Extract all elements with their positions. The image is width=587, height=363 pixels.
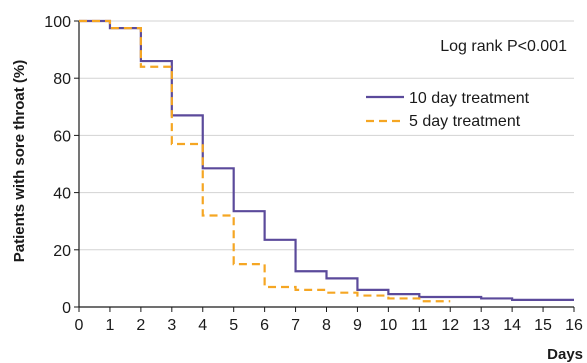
x-tick-label-10: 10 [379, 317, 397, 334]
x-tick-label-6: 6 [260, 317, 269, 334]
gridlines [79, 21, 574, 250]
x-tick-label-16: 16 [565, 317, 583, 334]
series-lines [79, 21, 574, 301]
x-tick-label-1: 1 [105, 317, 114, 334]
y-axis-title: Patients with sore throat (%) [11, 60, 28, 263]
x-tick-label-12: 12 [441, 317, 459, 334]
series-line-5-day [79, 21, 450, 301]
x-tick-label-5: 5 [229, 317, 238, 334]
legend: 10 day treatment 5 day treatment [366, 90, 530, 130]
y-tick-label-80: 80 [53, 71, 71, 88]
x-tick-label-9: 9 [353, 317, 362, 334]
y-tick-label-20: 20 [53, 243, 71, 260]
legend-label-5-day: 5 day treatment [409, 113, 521, 130]
x-tick-label-15: 15 [534, 317, 552, 334]
x-tick-label-3: 3 [167, 317, 176, 334]
x-tick-label-0: 0 [75, 317, 84, 334]
series-line-10-day [79, 21, 574, 300]
log-rank-annotation: Log rank P<0.001 [440, 38, 567, 55]
x-tick-label-7: 7 [291, 317, 300, 334]
y-tick-label-40: 40 [53, 186, 71, 203]
x-axis-title: Days [547, 346, 583, 363]
y-tick-label-60: 60 [53, 128, 71, 145]
x-tick-label-11: 11 [411, 317, 428, 334]
x-tick-label-4: 4 [198, 317, 207, 334]
x-tick-label-14: 14 [503, 317, 521, 334]
x-tick-label-13: 13 [472, 317, 490, 334]
x-tick-label-8: 8 [322, 317, 331, 334]
y-tick-label-100: 100 [44, 14, 71, 31]
y-tick-label-0: 0 [62, 300, 71, 317]
axes [79, 21, 574, 307]
legend-label-10-day: 10 day treatment [409, 90, 530, 107]
x-tick-label-2: 2 [136, 317, 145, 334]
